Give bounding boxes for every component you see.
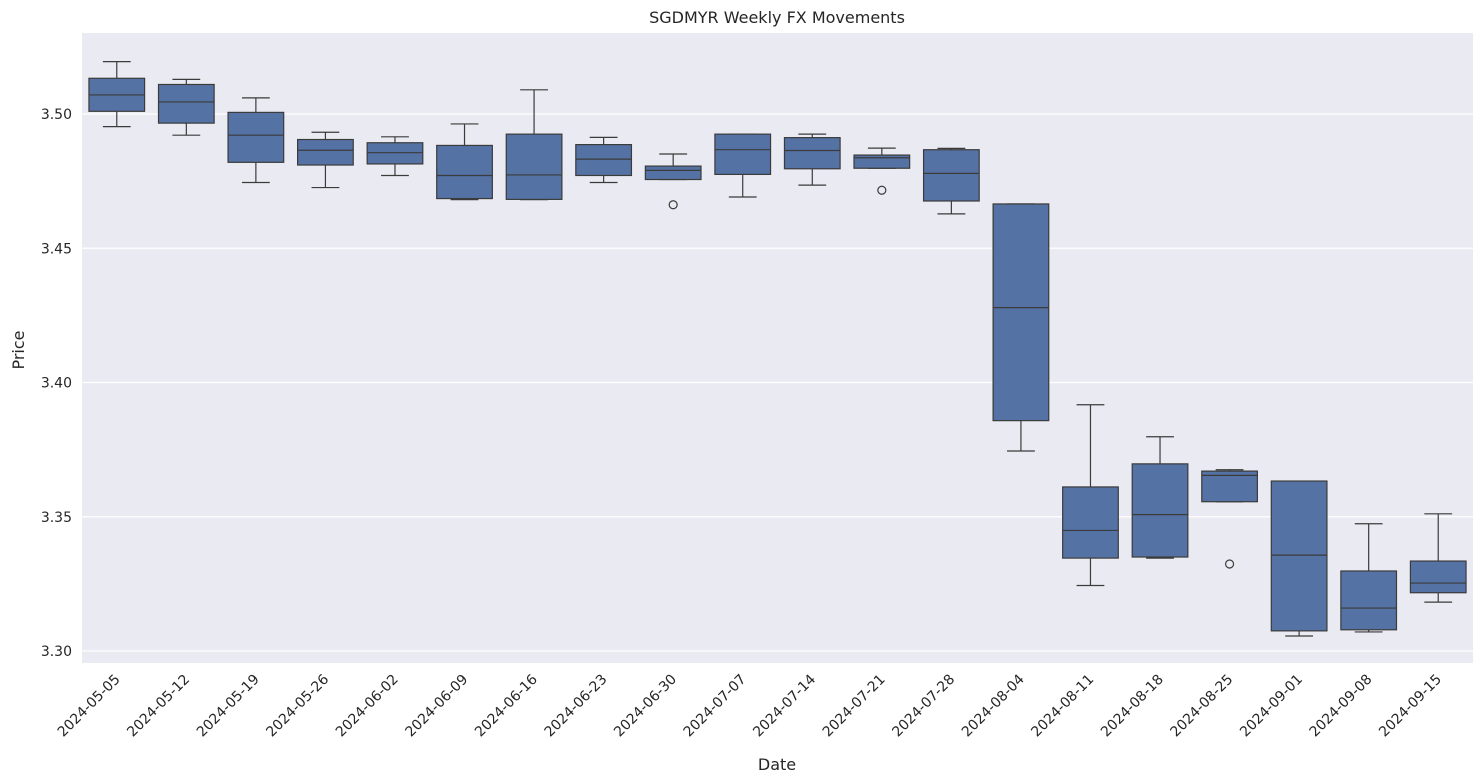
x-tick-label: 2024-06-02 [333,672,402,741]
x-tick-label: 2024-07-07 [681,672,750,741]
box-iqr [157,83,215,124]
box-iqr [1340,570,1398,631]
x-tick-label: 2024-05-26 [263,671,332,740]
box-iqr [575,144,633,177]
y-tick-label: 3.35 [41,510,72,526]
x-tick-label: 2024-06-16 [472,671,541,740]
chart-title: SGDMYR Weekly FX Movements [649,8,905,27]
box-group [436,123,493,201]
box-iqr [436,144,493,200]
box-group [853,147,911,195]
box-group [1131,436,1189,559]
box-iqr [714,133,772,176]
box-iqr [1062,486,1119,559]
x-tick-label: 2024-05-05 [55,672,124,741]
x-tick-label: 2024-08-25 [1168,672,1237,741]
box-iqr [297,138,354,166]
box-iqr [1201,470,1258,503]
box-group [1201,469,1258,569]
outlier-point [1224,559,1235,569]
box-iqr [992,203,1050,422]
box-group [644,153,702,210]
gridlines [82,113,1473,652]
y-tick-label: 3.45 [41,241,72,257]
x-tick-label: 2024-05-12 [124,672,193,741]
x-tick-label: 2024-07-28 [889,672,958,741]
x-tick-label: 2024-09-08 [1307,672,1376,741]
x-axis-ticks: 2024-05-05 2024-05-12 2024-05-19 2024-05-26… [55,671,1445,740]
outlier-point [877,185,887,195]
box-group [575,136,633,184]
box-group [157,78,215,136]
plot-background [82,33,1473,663]
box-iqr [505,133,563,200]
y-axis-title: Price [9,330,28,369]
x-tick-label: 2024-06-09 [402,672,471,741]
x-tick-label: 2024-09-01 [1237,672,1306,741]
box-group [88,61,146,128]
box-iqr [1409,560,1467,594]
x-tick-label: 2024-06-23 [542,672,611,741]
x-tick-label: 2024-07-21 [820,672,889,741]
box-iqr [783,137,841,170]
box-group [1409,513,1467,603]
box-group [366,136,424,177]
x-tick-label: 2024-08-11 [1028,672,1097,741]
box-group [1340,523,1398,633]
box-iqr [1270,480,1328,632]
box-iqr [1131,463,1189,558]
boxes [88,61,1467,637]
y-tick-label: 3.30 [41,644,72,660]
box-group [783,133,841,186]
box-group [1270,480,1328,637]
box-group [227,97,285,184]
box-iqr [366,142,424,165]
y-tick-label: 3.50 [41,107,72,123]
x-axis-title: Date [758,755,796,774]
x-tick-label: 2024-05-19 [194,672,263,741]
box-group [714,133,772,198]
outlier-point [668,200,678,210]
y-tick-label: 3.40 [41,376,72,392]
box-iqr [227,111,285,163]
x-tick-label: 2024-06-30 [611,672,680,741]
x-tick-label: 2024-09-15 [1376,672,1445,741]
box-iqr [922,149,980,202]
x-tick-label: 2024-07-14 [750,671,819,740]
box-iqr [853,154,911,169]
x-tick-label: 2024-08-18 [1098,672,1167,741]
box-group [297,131,354,189]
box-group [1062,404,1119,587]
x-tick-label: 2024-08-04 [959,671,1028,740]
box-group [922,147,980,215]
y-axis-ticks: 3.30 3.35 3.40 3.45 3.50 [41,107,72,660]
box-group [992,203,1050,452]
box-group [505,89,563,201]
box-iqr [644,165,702,181]
